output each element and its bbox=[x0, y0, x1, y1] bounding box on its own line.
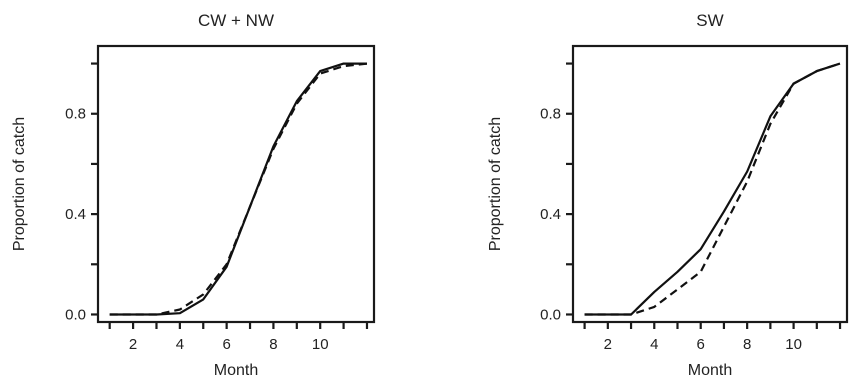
axis-ticks: 2 4 6 8 10 0.0 0.4 0.8 bbox=[540, 62, 842, 353]
x-tick-label: 6 bbox=[697, 336, 705, 353]
x-tick-label: 8 bbox=[743, 336, 751, 353]
y-tick-label: 0.8 bbox=[65, 106, 86, 123]
plot-frame bbox=[96, 44, 376, 324]
x-tick-label: 10 bbox=[785, 336, 802, 353]
x-tick-label: 4 bbox=[176, 336, 184, 353]
y-axis-label: Proportion of catch bbox=[487, 117, 504, 251]
y-tick-label: 0.4 bbox=[65, 206, 86, 223]
chart-title: CW + NW bbox=[198, 11, 274, 30]
series-line-solid bbox=[584, 62, 841, 316]
y-tick-label: 0.0 bbox=[65, 306, 86, 323]
panel-sw: SW 2 4 6 8 10 0.0 0.4 0.8 Month Proportion of c… bbox=[487, 11, 849, 379]
series-line-dashed bbox=[584, 62, 841, 316]
series-line-dashed bbox=[109, 62, 368, 316]
y-tick-label: 0.4 bbox=[540, 206, 561, 223]
panel-cw-nw: CW + NW 2 4 6 8 10 0.0 0.4 0.8 Month Proportion… bbox=[11, 11, 376, 379]
plot-frame bbox=[571, 44, 849, 324]
x-tick-label: 8 bbox=[269, 336, 277, 353]
x-tick-label: 2 bbox=[604, 336, 612, 353]
x-axis-label: Month bbox=[214, 362, 258, 379]
x-tick-label: 10 bbox=[312, 336, 329, 353]
series-line-solid bbox=[109, 62, 367, 316]
axis-ticks: 2 4 6 8 10 0.0 0.4 0.8 bbox=[65, 62, 369, 353]
series-group bbox=[109, 62, 368, 316]
x-tick-label: 6 bbox=[222, 336, 230, 353]
x-axis-label: Month bbox=[688, 362, 732, 379]
y-tick-label: 0.0 bbox=[540, 306, 561, 323]
y-tick-label: 0.8 bbox=[540, 106, 561, 123]
x-tick-label: 2 bbox=[129, 336, 137, 353]
chart-title: SW bbox=[696, 11, 723, 30]
x-tick-label: 4 bbox=[650, 336, 658, 353]
series-group bbox=[584, 62, 841, 316]
y-axis-label: Proportion of catch bbox=[11, 117, 28, 251]
